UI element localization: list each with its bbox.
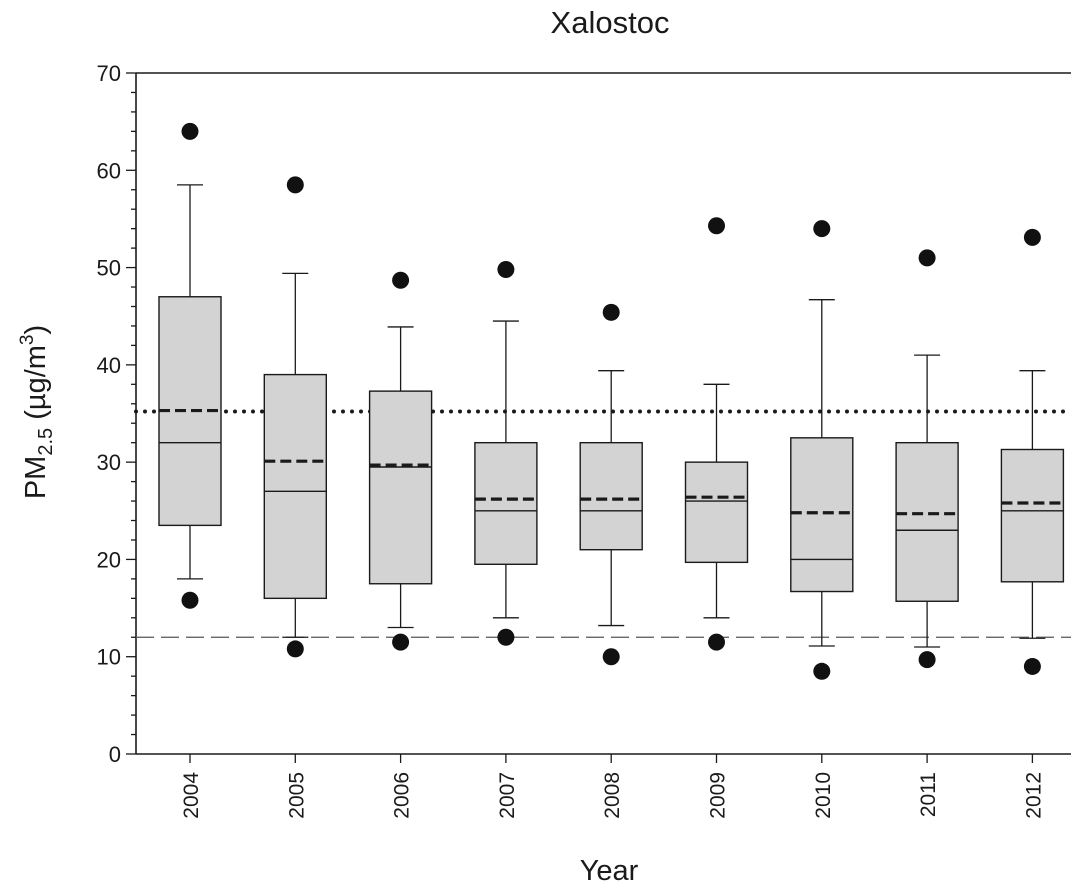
- outlier-point-high: [708, 217, 725, 235]
- x-tick-label: 2011: [917, 772, 940, 817]
- x-tick-label: 2007: [496, 772, 519, 819]
- chart-title: Xalostoc: [551, 5, 670, 40]
- y-tick-label: 40: [97, 353, 121, 378]
- y-tick-label: 30: [97, 450, 121, 475]
- box-iqr: [684, 461, 749, 564]
- y-tick-label: 70: [97, 61, 121, 86]
- x-tick-label: 2012: [1022, 772, 1045, 819]
- y-tick-label: 20: [97, 547, 121, 572]
- x-axis-label: Year: [580, 855, 639, 887]
- outlier-point-low: [813, 662, 831, 680]
- outlier-point-low: [286, 640, 304, 658]
- y-axis-label-subscript: 2.5: [35, 428, 57, 456]
- box-iqr: [579, 441, 643, 551]
- y-tick-label: 60: [97, 158, 121, 183]
- y-axis-label-prefix: PM: [20, 456, 52, 500]
- y-axis-label-unit-open: (µg/m: [20, 345, 52, 428]
- box-iqr: [790, 437, 854, 593]
- x-tick-label: 2005: [285, 772, 308, 819]
- y-tick-label: 0: [109, 742, 121, 767]
- outlier-point-high: [286, 176, 304, 194]
- plot-area: 0 10 20 30 40 50 60 70 2004 2005 2006 2007 2008 2009 2…: [97, 61, 1071, 819]
- outlier-point-low: [497, 628, 515, 646]
- outlier-point-low: [392, 633, 410, 651]
- box-iqr: [1000, 448, 1065, 583]
- y-axis-label-superscript: 3: [17, 335, 38, 346]
- box-iqr: [263, 373, 327, 600]
- outlier-point-high: [497, 261, 515, 279]
- y-tick-label: 10: [97, 645, 121, 670]
- outlier-point-high: [602, 303, 620, 321]
- outlier-point-low: [602, 648, 620, 666]
- y-axis-label-unit-close: ): [20, 325, 52, 335]
- outlier-point-high: [181, 122, 199, 140]
- x-tick-label: 2008: [601, 772, 624, 819]
- outlier-point-high: [1023, 228, 1041, 246]
- x-tick-label: 2006: [391, 772, 414, 819]
- outlier-point-low: [708, 633, 725, 651]
- x-tick-label: 2010: [812, 772, 835, 819]
- outlier-point-high: [813, 220, 831, 238]
- outlier-point-high: [392, 271, 410, 289]
- x-tick-label: 2009: [707, 772, 730, 819]
- outlier-point-high: [918, 249, 936, 267]
- outlier-point-low: [918, 651, 936, 669]
- outlier-point-low: [181, 591, 199, 609]
- box-iqr: [895, 441, 959, 602]
- box-iqr: [474, 441, 538, 565]
- box-iqr: [368, 390, 433, 585]
- y-tick-label: 50: [97, 256, 121, 281]
- outlier-point-low: [1023, 657, 1041, 675]
- y-axis-label: PM2.5 (µg/m3): [17, 325, 57, 499]
- x-tick-label: 2004: [180, 772, 203, 819]
